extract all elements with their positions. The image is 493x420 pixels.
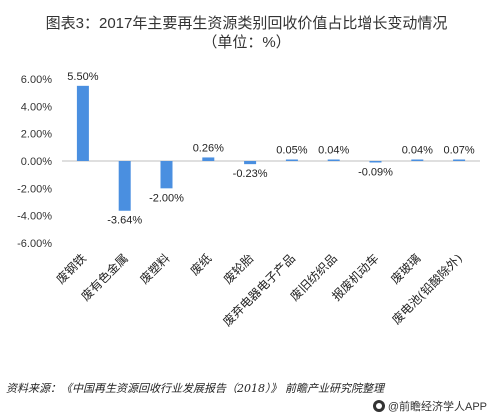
source-note: 资料来源：《中国再生资源回收行业发展报告（2018）》 前瞻产业研究院整理 [6, 382, 384, 395]
data-label: -0.23% [233, 168, 268, 180]
data-label: 0.05% [276, 145, 307, 157]
category-label: 废钢铁 [53, 251, 89, 287]
y-tick-label: 6.00% [21, 74, 52, 86]
category-label: 废轮胎 [220, 251, 256, 287]
y-tick-label: -2.00% [17, 183, 52, 195]
data-label: 0.04% [318, 145, 349, 157]
data-label: -3.64% [107, 215, 142, 227]
data-label: 0.04% [402, 145, 433, 157]
chart-title: 图表3：2017年主要再生资源类别回收价值占比增长变动情况 （单位：%） [0, 14, 493, 52]
y-tick-label: 0.00% [21, 156, 52, 168]
data-label: -0.09% [358, 167, 393, 179]
bar [76, 85, 89, 161]
y-tick-label: -6.00% [17, 238, 52, 250]
data-label: -2.00% [149, 192, 184, 204]
category-label: 废玻璃 [387, 251, 423, 287]
category-label: 废弃电器电子产品 [220, 251, 298, 329]
bar [118, 161, 131, 211]
y-tick-label: -4.00% [17, 211, 52, 223]
chart-title-line1: 图表3：2017年主要再生资源类别回收价值占比增长变动情况 [45, 15, 448, 32]
category-label: 废塑料 [137, 251, 173, 287]
bar [327, 159, 340, 161]
y-tick-label: 4.00% [21, 101, 52, 113]
category-label: 废纸 [187, 251, 215, 279]
brand-credit: @前瞻经济学人APP [372, 398, 487, 414]
bar [202, 157, 215, 161]
bar [285, 159, 298, 161]
chart-title-line2: （单位：%） [202, 34, 291, 51]
bar [411, 159, 424, 161]
bar [160, 161, 173, 189]
y-tick-label: 2.00% [21, 129, 52, 141]
bar [453, 159, 466, 161]
bar [244, 161, 257, 165]
brand-text: @前瞻经济学人APP [387, 401, 487, 413]
category-label: 废电池(铅酸除外) [389, 251, 466, 328]
data-label: 0.07% [443, 145, 474, 157]
data-label: 5.50% [67, 71, 98, 83]
data-label: 0.26% [193, 142, 224, 154]
brand-logo-icon [372, 400, 385, 412]
bar [369, 161, 382, 163]
